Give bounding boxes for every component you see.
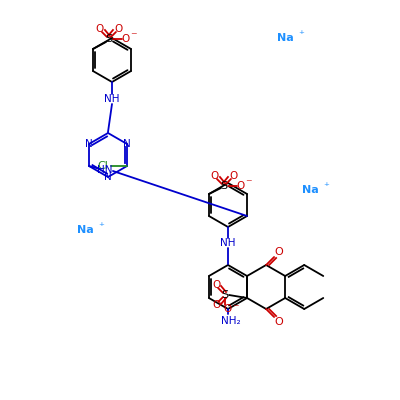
- Text: O: O: [275, 317, 284, 327]
- Text: NH₂: NH₂: [221, 316, 241, 326]
- Text: O: O: [115, 24, 123, 34]
- Text: Cl: Cl: [98, 161, 108, 171]
- Text: O: O: [223, 304, 231, 314]
- Text: ⁻: ⁻: [246, 178, 252, 190]
- Text: ⁺: ⁺: [98, 222, 104, 232]
- Text: NH: NH: [220, 238, 236, 248]
- Text: S: S: [105, 34, 112, 44]
- Text: NH: NH: [104, 94, 120, 104]
- Text: O: O: [211, 171, 219, 181]
- Text: N: N: [123, 139, 131, 149]
- Text: N: N: [85, 139, 93, 149]
- Text: ⁺: ⁺: [323, 182, 329, 192]
- Text: ⁺: ⁺: [298, 30, 304, 40]
- Text: ⁻: ⁻: [232, 302, 238, 316]
- Text: O: O: [237, 181, 245, 191]
- Text: O: O: [96, 24, 104, 34]
- Text: Na: Na: [302, 185, 318, 195]
- Text: N: N: [104, 172, 112, 182]
- Text: O: O: [212, 280, 220, 290]
- Text: Na: Na: [277, 33, 293, 43]
- Text: S: S: [220, 181, 228, 191]
- Text: O: O: [230, 171, 238, 181]
- Text: O: O: [275, 247, 284, 257]
- Text: HN: HN: [97, 165, 113, 175]
- Text: O: O: [212, 300, 220, 310]
- Text: ⁻: ⁻: [131, 30, 137, 44]
- Text: O: O: [122, 34, 130, 44]
- Text: Na: Na: [77, 225, 93, 235]
- Text: S: S: [222, 290, 229, 300]
